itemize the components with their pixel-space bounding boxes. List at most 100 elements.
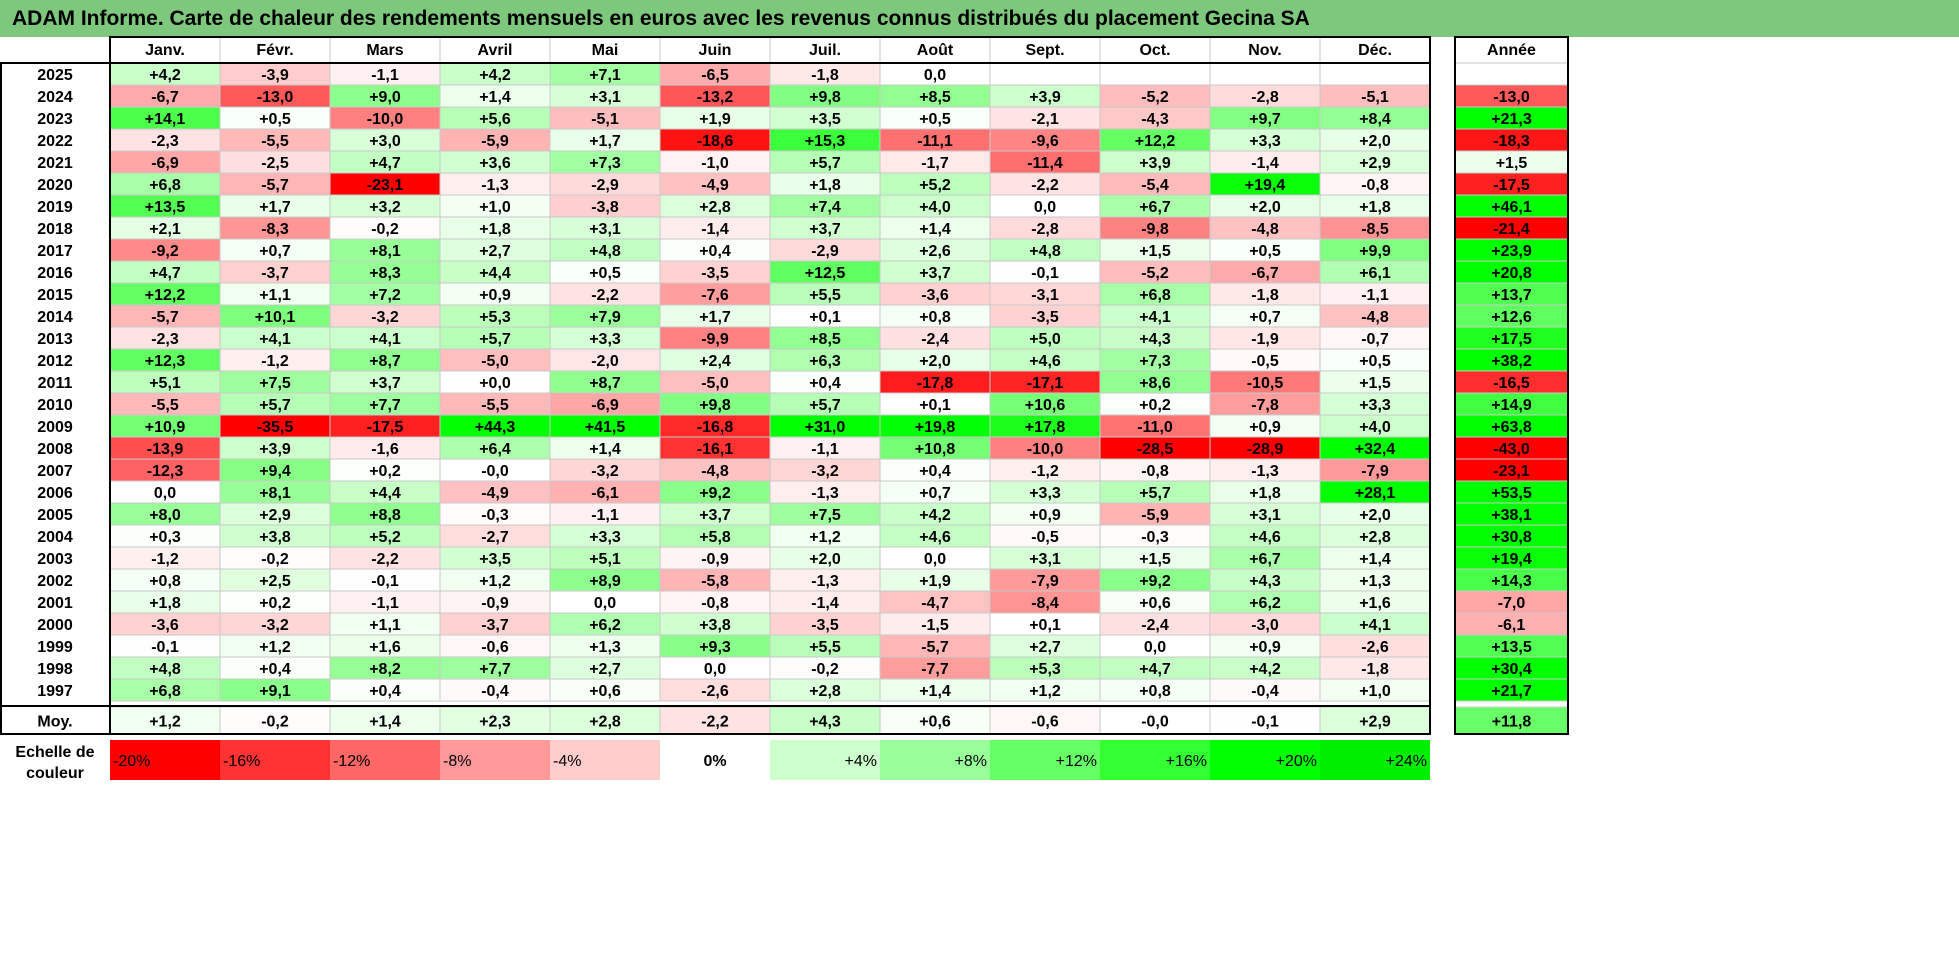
heatmap-row-value: -0,3: [1141, 529, 1169, 546]
heatmap-row-value: -7,9: [1031, 573, 1059, 590]
heatmap-row-value: +0,4: [919, 463, 951, 480]
heatmap-row-value: -1,1: [811, 441, 839, 458]
heatmap-row-label: 2024: [37, 89, 73, 106]
heatmap-row-value: +5,6: [479, 111, 511, 128]
heatmap-row-value: -28,9: [1247, 441, 1284, 458]
heatmap-row-value: +4,8: [1029, 243, 1061, 260]
heatmap-row-value: +5,8: [699, 529, 731, 546]
heatmap-row-value: -2,3: [151, 331, 179, 348]
heatmap-row-year-value: +13,7: [1491, 287, 1532, 304]
heatmap-row-year-cell: [1454, 62, 1569, 86]
heatmap-row-value: +3,3: [589, 331, 621, 348]
heatmap-row-label: 2002: [37, 573, 73, 590]
heatmap-row-value: +1,8: [809, 177, 841, 194]
heatmap-row-value: +0,4: [809, 375, 841, 392]
heatmap-row-value: +7,5: [809, 507, 841, 524]
heatmap-row-value: +8,7: [589, 375, 621, 392]
heatmap-row-year-value: -23,1: [1493, 463, 1530, 480]
heatmap-row-value: +1,2: [1029, 683, 1061, 700]
heatmap-row-value: +8,1: [259, 485, 291, 502]
heatmap-row-value: -6,5: [701, 67, 729, 84]
heatmap-row-value: +3,9: [1139, 155, 1171, 172]
month-header-label: Nov.: [1248, 42, 1281, 59]
heatmap-row-value: -7,9: [1361, 463, 1389, 480]
heatmap-row-value: +0,8: [149, 573, 181, 590]
heatmap-row-value: +0,4: [369, 683, 401, 700]
heatmap-row-label: 2007: [37, 463, 73, 480]
heatmap-row-value: +12,3: [145, 353, 186, 370]
heatmap-row-value: +3,1: [1249, 507, 1281, 524]
heatmap-row-value: +0,4: [699, 243, 731, 260]
heatmap-row-year-value: +19,4: [1491, 551, 1532, 568]
heatmap-row-year-value: +21,7: [1491, 683, 1532, 700]
heatmap-row-value: +9,0: [369, 89, 401, 106]
heatmap-row-value: +3,5: [809, 111, 841, 128]
heatmap-row-value: +3,7: [919, 265, 951, 282]
heatmap-row-value: -0,2: [371, 221, 399, 238]
heatmap-row-value: -0,6: [481, 639, 509, 656]
heatmap-row-value: -0,8: [1361, 177, 1389, 194]
heatmap-row-value: -1,8: [1361, 661, 1389, 678]
heatmap-row-value: -1,3: [811, 485, 839, 502]
heatmap-row-year-value: -17,5: [1493, 177, 1530, 194]
average-row-value: -0,6: [1031, 714, 1059, 731]
heatmap-row-value: +0,3: [149, 529, 181, 546]
heatmap-row-value: -1,8: [811, 67, 839, 84]
heatmap-row-value: -2,6: [1361, 639, 1389, 656]
heatmap-row-year-value: +23,9: [1491, 243, 1532, 260]
average-row-value: +0,6: [919, 714, 951, 731]
heatmap-row-year-value: -21,4: [1493, 221, 1530, 238]
heatmap-row-value: -3,5: [1031, 309, 1059, 326]
heatmap-row-value: -1,4: [1251, 155, 1279, 172]
heatmap-row-value: -0,1: [151, 639, 179, 656]
heatmap-row-value: -0,9: [481, 595, 509, 612]
heatmap-row-value: +5,7: [809, 155, 841, 172]
heatmap-row-value: -8,5: [1361, 221, 1389, 238]
heatmap-row-value: -3,5: [701, 265, 729, 282]
heatmap-row-value: +2,7: [1029, 639, 1061, 656]
heatmap-row-value: +2,8: [1359, 529, 1391, 546]
heatmap-row-value: -18,6: [697, 133, 734, 150]
heatmap-row-value: -5,7: [151, 309, 179, 326]
heatmap-row-value: +0,9: [479, 287, 511, 304]
heatmap-row-value: +4,1: [369, 331, 401, 348]
month-header-cell: [109, 36, 221, 64]
heatmap-row-value: +2,8: [699, 199, 731, 216]
scale-step-label: +16%: [1166, 753, 1207, 770]
heatmap-row-year-value: +21,3: [1491, 111, 1532, 128]
heatmap-row-value: -0,7: [1361, 331, 1389, 348]
year-frame: [1454, 36, 1569, 735]
heatmap-row-label: 2025: [37, 67, 73, 84]
heatmap-row-value: -1,2: [151, 551, 179, 568]
heatmap-row-year-value: +38,1: [1491, 507, 1532, 524]
heatmap-row-value: -0,4: [481, 683, 509, 700]
heatmap-row-year-value: +14,3: [1491, 573, 1532, 590]
heatmap-row-value: +1,5: [1139, 551, 1171, 568]
heatmap-row-value: -2,9: [811, 243, 839, 260]
heatmap-row-value: +3,3: [1249, 133, 1281, 150]
heatmap-row-value: -17,1: [1027, 375, 1064, 392]
average-row-label: Moy.: [37, 714, 72, 731]
heatmap-row-value: +0,8: [1139, 683, 1171, 700]
heatmap-row-value: -13,9: [147, 441, 184, 458]
heatmap-row-value: +1,4: [919, 221, 951, 238]
heatmap-row-value: +1,8: [1359, 199, 1391, 216]
heatmap-row-value: -5,1: [1361, 89, 1389, 106]
heatmap-row-label: 2017: [37, 243, 73, 260]
heatmap-row-value: +9,9: [1359, 243, 1391, 260]
heatmap-row-value: +0,9: [1029, 507, 1061, 524]
heatmap-row-label: 2019: [37, 199, 73, 216]
heatmap-row-value: +17,8: [1025, 419, 1066, 436]
heatmap-row-value: -3,6: [151, 617, 179, 634]
heatmap-row-value: -2,9: [591, 177, 619, 194]
heatmap-row-value: -35,5: [257, 419, 294, 436]
heatmap-row-value: +7,2: [369, 287, 401, 304]
heatmap-row-value: +5,7: [1139, 485, 1171, 502]
heatmap-row-value: -0,4: [1251, 683, 1279, 700]
scale-label-line1: Echelle de: [15, 744, 94, 761]
scale-step-label: 0%: [703, 753, 726, 770]
heatmap-row-value: +1,4: [479, 89, 511, 106]
heatmap-row-value: +2,0: [919, 353, 951, 370]
heatmap-row-value: +2,9: [1359, 155, 1391, 172]
heatmap-row-value: -1,1: [371, 595, 399, 612]
